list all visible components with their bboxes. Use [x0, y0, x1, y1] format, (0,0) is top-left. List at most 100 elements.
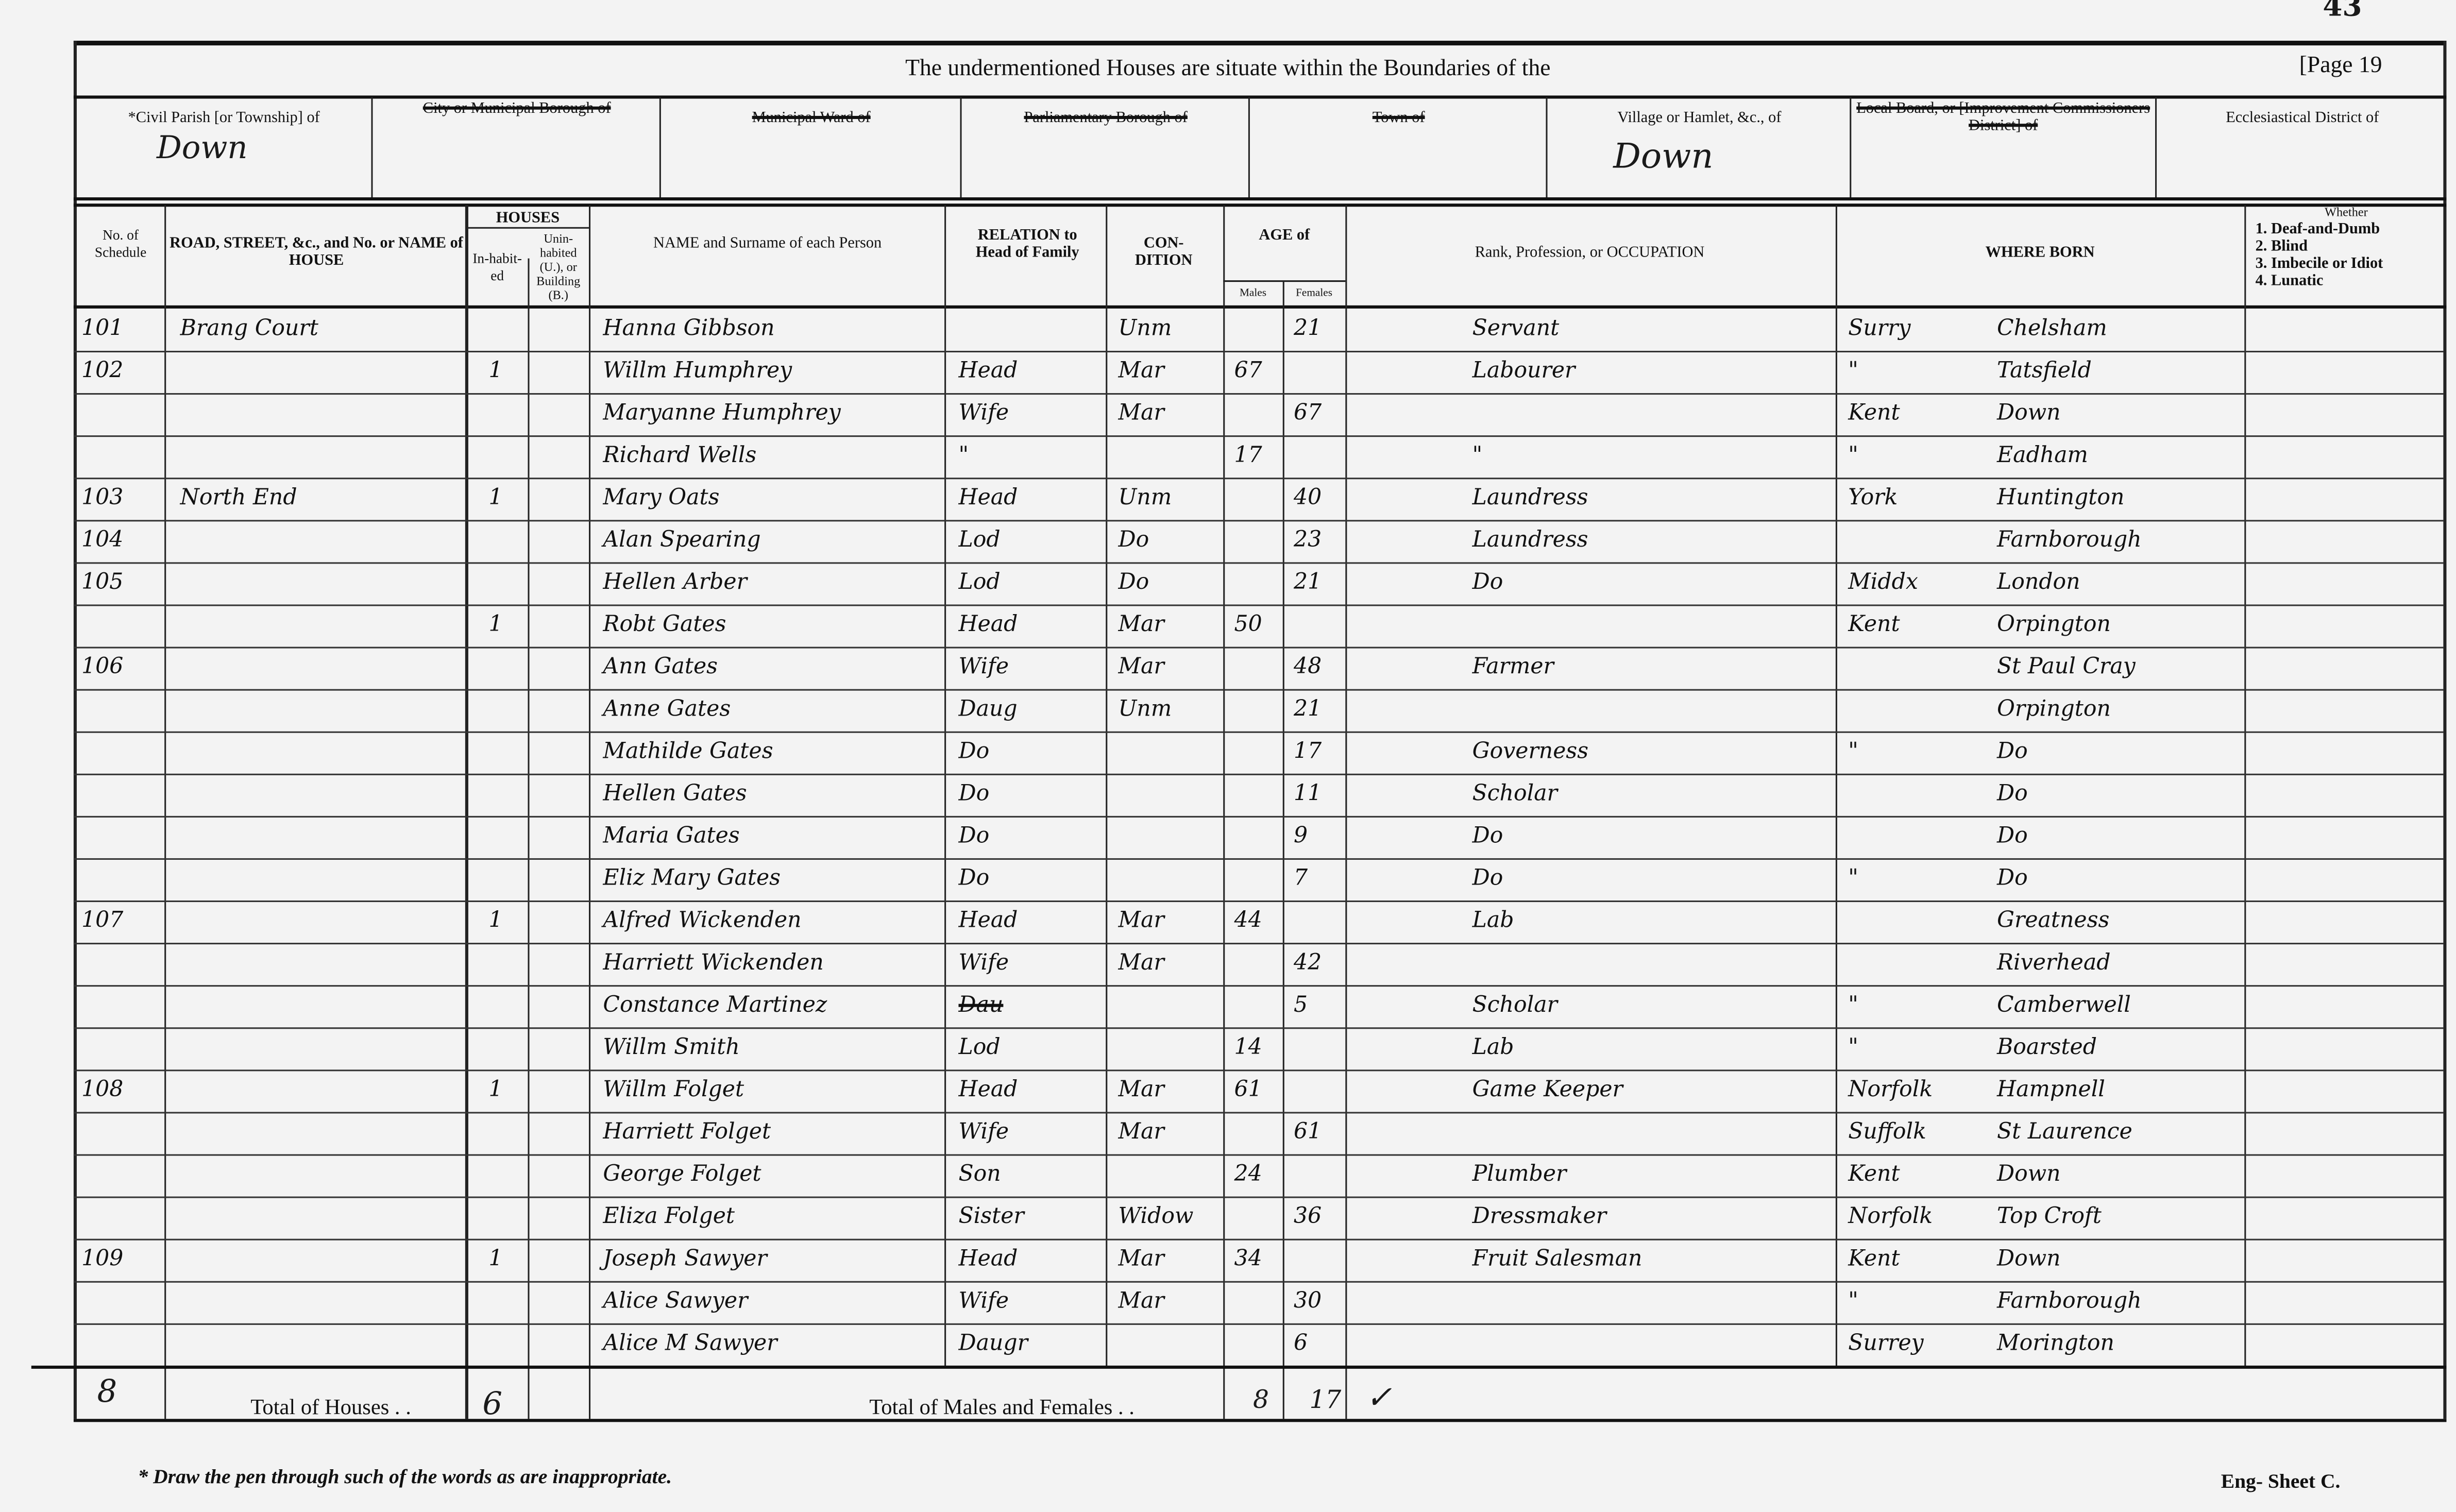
born-parish: Morington: [1997, 1331, 2114, 1356]
age-female: 21: [1294, 570, 1322, 596]
age-male: 34: [1234, 1246, 1262, 1272]
table-row: Anne Gates Daug Unm 21 Orpington: [73, 689, 2444, 733]
born-parish: Camberwell: [1997, 993, 2131, 1018]
relation: Wife: [958, 654, 1009, 680]
person-name: Willm Smith: [603, 1035, 740, 1061]
header-name: NAME and Surname of each Person: [653, 235, 882, 252]
table-row: 107 1 Alfred Wickenden Head Mar 44 Lab Greatnes…: [73, 901, 2444, 945]
header-where-born: WHERE BORN: [1985, 244, 2095, 262]
whether-item: 3. Imbecile or Idiot: [2255, 255, 2383, 273]
relation: Daugr: [958, 1331, 1028, 1356]
born-parish: Greatness: [1997, 908, 2110, 933]
person-name: Maria Gates: [603, 824, 740, 849]
whether-item: 2. Blind: [2255, 238, 2308, 256]
age-female: 21: [1294, 316, 1322, 342]
born-parish: Down: [1997, 1246, 2061, 1272]
relation: Head: [958, 359, 1018, 384]
condition: Mar: [1118, 359, 1164, 384]
double-rule-2: [73, 203, 2447, 207]
header-age: AGE of: [1259, 227, 1310, 245]
condition: Mar: [1118, 1077, 1164, 1103]
whether-list: 1. Deaf-and-Dumb 2. Blind 3. Imbecile or…: [2256, 221, 2383, 290]
table-row: 1 Robt Gates Head Mar 50 Kent Orpington: [73, 604, 2444, 649]
condition: Mar: [1118, 1119, 1164, 1145]
header-whether: Whether: [2325, 205, 2368, 219]
table-row: Mathilde Gates Do 17 Governess " Do: [73, 732, 2444, 775]
person-name: Mary Oats: [603, 485, 720, 511]
born-county: ": [1848, 866, 1858, 891]
condition: Unm: [1118, 696, 1172, 722]
age-male: 14: [1234, 1035, 1262, 1061]
ward-label: Municipal Ward of: [752, 109, 871, 127]
table-row: George Folget Son 24 Plumber Kent Down: [73, 1154, 2444, 1198]
header-houses: HOUSES: [466, 210, 589, 229]
condition: Unm: [1118, 316, 1172, 342]
age-male: 67: [1234, 359, 1262, 384]
person-name: Maryanne Humphrey: [603, 401, 841, 426]
born-parish: Down: [1997, 1162, 2061, 1187]
left-border: [73, 41, 77, 1419]
inhabited-count: 1: [488, 359, 503, 384]
table-row: 108 1 Willm Folget Head Mar 61 Game Keeper Norf…: [73, 1069, 2444, 1114]
person-name: Constance Martinez: [603, 993, 827, 1018]
condition: Mar: [1118, 654, 1164, 680]
age-female: 17: [1294, 739, 1322, 765]
born-parish: St Laurence: [1997, 1119, 2132, 1145]
relation: Head: [958, 1246, 1018, 1272]
person-name: Hanna Gibbson: [603, 316, 775, 342]
born-county: Kent: [1848, 612, 1900, 638]
person-name: Alan Spearing: [603, 528, 761, 553]
person-name: Ann Gates: [603, 654, 718, 680]
person-name: Alfred Wickenden: [603, 908, 802, 933]
born-county: Kent: [1848, 1246, 1900, 1272]
person-name: Hellen Arber: [603, 570, 747, 596]
born-parish: Do: [1997, 866, 2028, 891]
occupation: Labourer: [1472, 359, 1576, 384]
inhabited-count: 1: [488, 1077, 503, 1103]
civil-parish-label: *Civil Parish [or Township] of: [128, 109, 320, 127]
footnote: * Draw the pen through such of the words…: [138, 1464, 672, 1488]
condition: Mar: [1118, 950, 1164, 976]
relation: Head: [958, 485, 1018, 511]
table-row: Alice M Sawyer Daugr 6 Surrey Morington: [73, 1323, 2444, 1367]
table-row: 101 Brang Court Hanna Gibbson Unm 21 Servant S…: [73, 309, 2444, 352]
person-name: Richard Wells: [603, 443, 757, 468]
header-bottom-rule: [73, 305, 2447, 309]
born-county: Surry: [1848, 316, 1911, 342]
person-name: Willm Humphrey: [603, 359, 792, 384]
relation: Wife: [958, 1288, 1009, 1314]
inhabited-count: 1: [488, 908, 503, 933]
total-houses: 6: [482, 1384, 503, 1422]
age-female: 21: [1294, 696, 1322, 722]
age-female: 6: [1294, 1331, 1308, 1356]
totals-top-rule: [31, 1365, 2447, 1369]
check-mark: ✓: [1365, 1378, 1392, 1416]
relation: ": [958, 443, 969, 468]
table-row: 104 Alan Spearing Lod Do 23 Laundress Farnboro…: [73, 520, 2444, 564]
title-rule: [73, 95, 2447, 99]
born-county: ": [1848, 359, 1858, 384]
folio-number: 43: [2323, 0, 2362, 24]
age-female: 9: [1294, 824, 1308, 849]
table-row: Constance Martinez Dau 5 Scholar " Camberwell: [73, 985, 2444, 1029]
double-rule-1: [73, 197, 2447, 201]
occupation: ": [1472, 443, 1483, 468]
born-parish: Tatsfield: [1997, 359, 2092, 384]
born-parish: Eadham: [1997, 443, 2088, 468]
born-parish: Riverhead: [1997, 950, 2111, 976]
inhabited-count: 1: [488, 485, 503, 511]
age-female: 23: [1294, 528, 1322, 553]
relation: Sister: [958, 1204, 1024, 1230]
village-label: Village or Hamlet, &c., of: [1617, 109, 1782, 127]
age-male: 17: [1234, 443, 1262, 468]
born-parish: Down: [1997, 401, 2061, 426]
table-row: Eliz Mary Gates Do 7 Do " Do: [73, 858, 2444, 903]
table-row: Harriett Folget Wife Mar 61 Suffolk St Lauren…: [73, 1112, 2444, 1156]
born-county: York: [1848, 485, 1898, 511]
schedule-number: 107: [81, 908, 124, 933]
schedule-number: 105: [81, 570, 124, 596]
table-row: Maryanne Humphrey Wife Mar 67 Kent Down: [73, 393, 2444, 437]
born-parish: London: [1997, 570, 2080, 596]
condition: Do: [1118, 528, 1149, 553]
header-schedule: No. of Schedule: [94, 227, 147, 260]
